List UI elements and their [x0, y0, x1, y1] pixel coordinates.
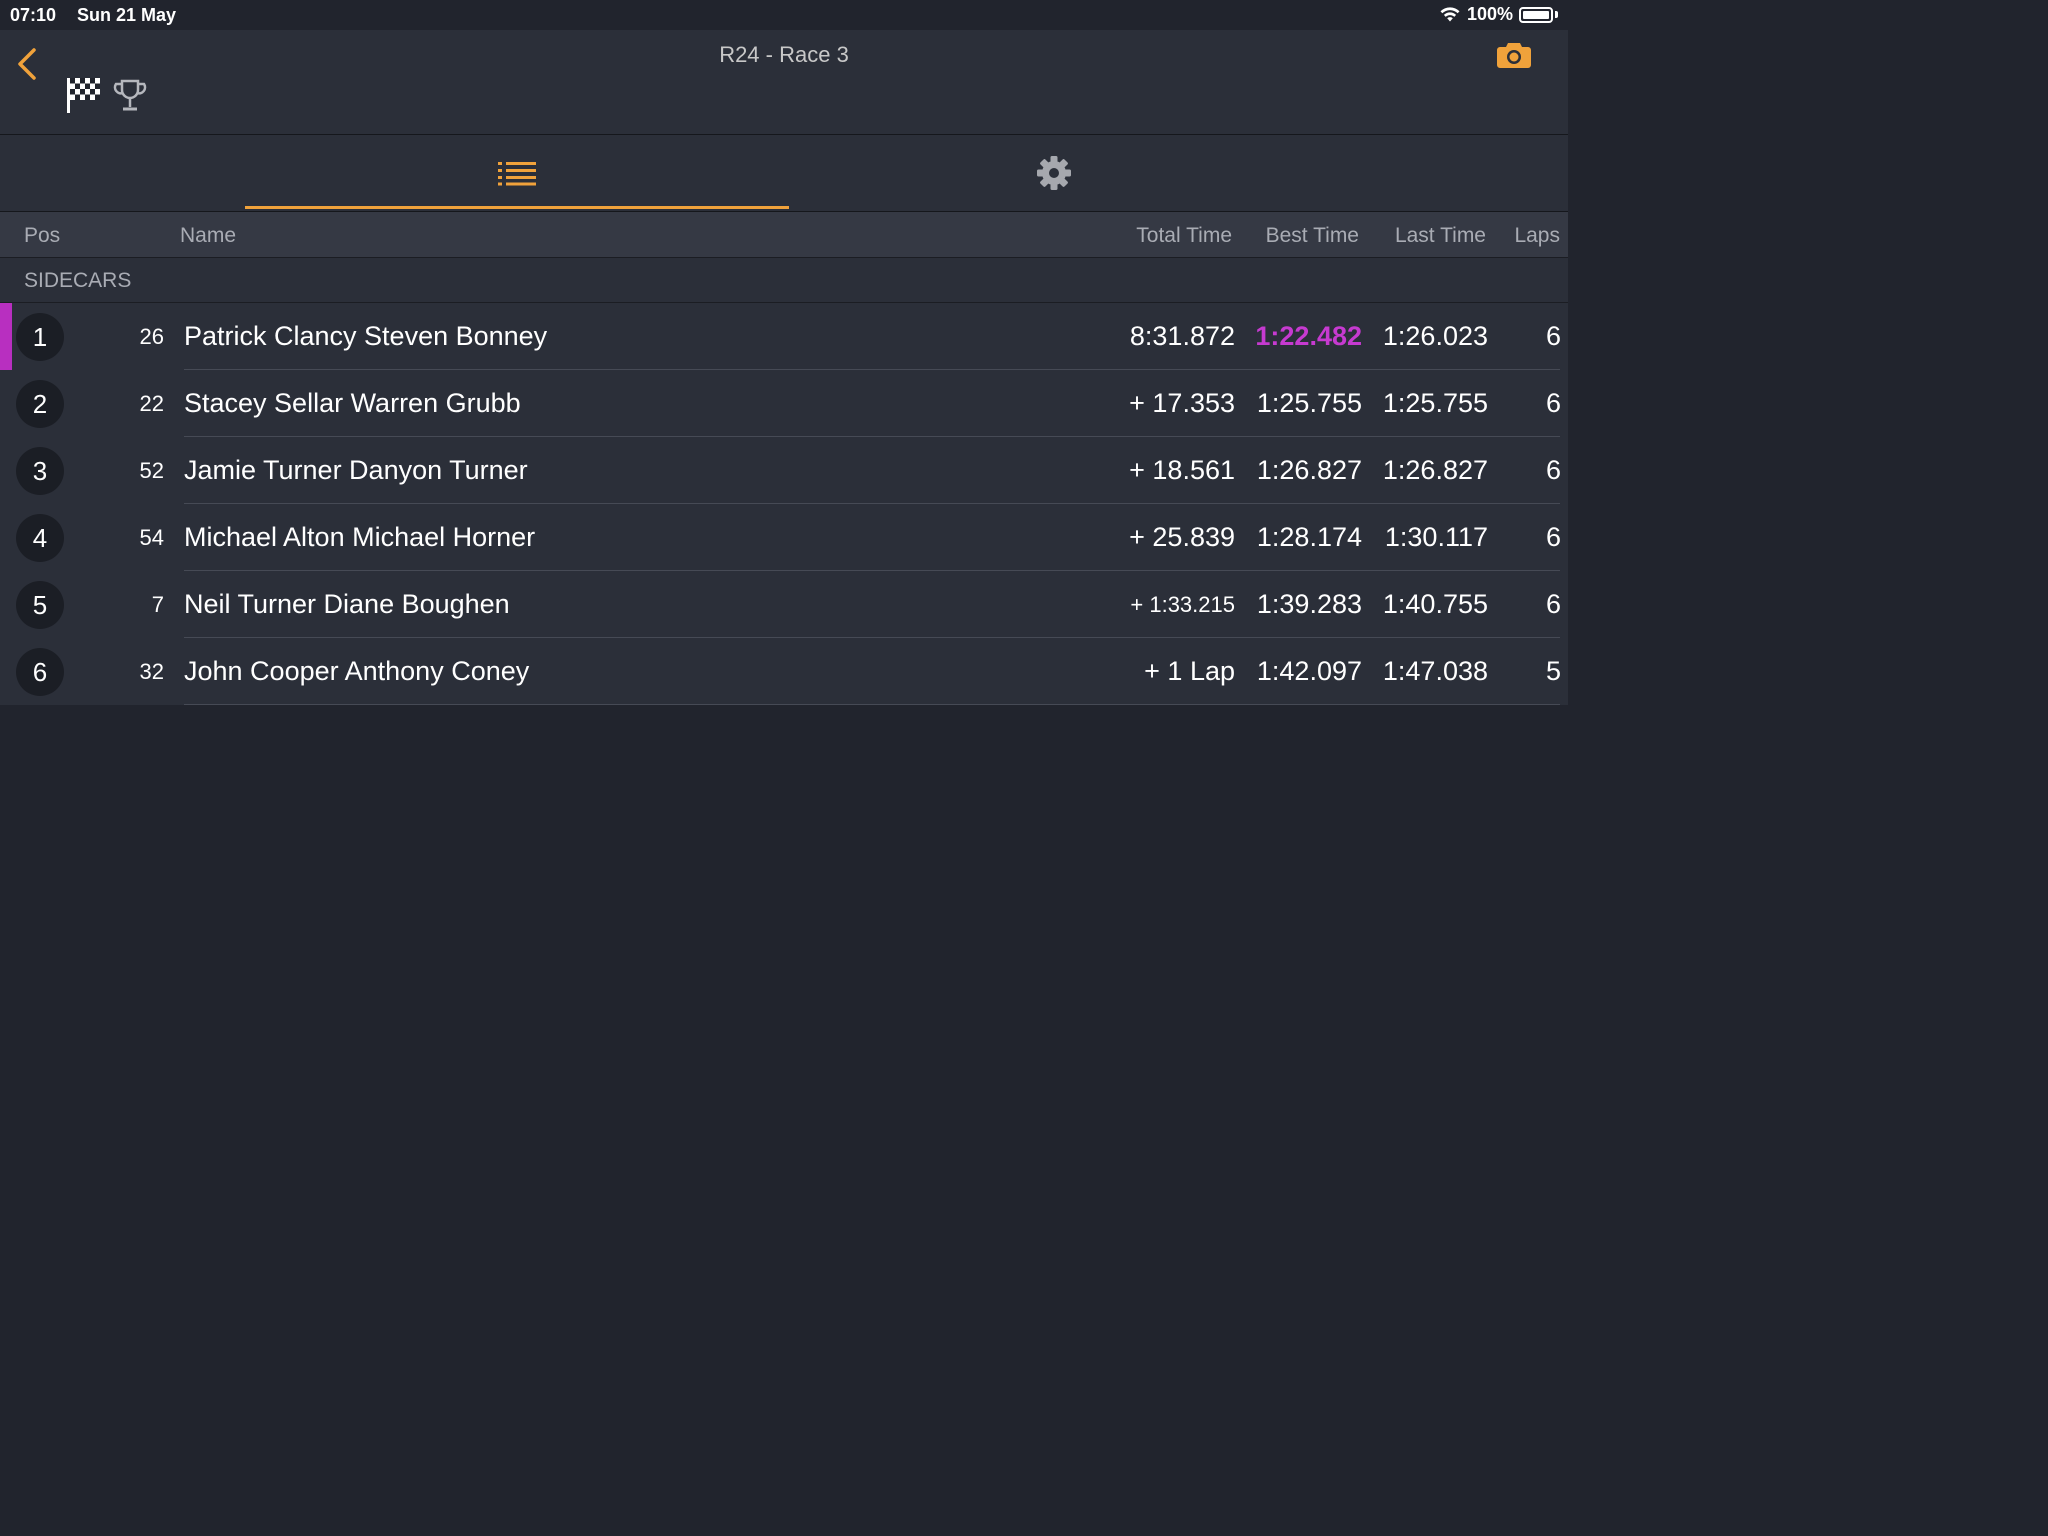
best-time: 1:39.283 — [1256, 589, 1362, 619]
rider-names: Michael Alton Michael Horner — [184, 522, 536, 552]
rider-names: John Cooper Anthony Coney — [184, 656, 530, 686]
laps-count: 6 — [1545, 589, 1561, 619]
last-time: 1:40.755 — [1382, 589, 1488, 619]
race-number: 26 — [139, 324, 164, 349]
tab-results-list[interactable] — [245, 135, 789, 211]
position-badge: 2 — [16, 380, 64, 428]
last-time: 1:30.117 — [1384, 522, 1488, 552]
active-tab-indicator — [245, 206, 789, 209]
camera-icon[interactable] — [1496, 40, 1532, 70]
rider-names: Jamie Turner Danyon Turner — [184, 455, 528, 485]
rider-names: Neil Turner Diane Boughen — [184, 589, 510, 619]
laps-count: 6 — [1545, 321, 1561, 351]
rider-names: Stacey Sellar Warren Grubb — [184, 388, 521, 418]
position-badge: 6 — [16, 648, 64, 696]
back-button[interactable] — [14, 44, 44, 84]
column-header-row: Pos Name Total Time Best Time Last Time … — [0, 212, 1568, 258]
trophy-icon[interactable] — [113, 78, 147, 114]
row-divider — [184, 570, 1560, 571]
wifi-icon — [1440, 7, 1460, 22]
checkered-flag-icon[interactable] — [66, 76, 102, 114]
last-time: 1:26.827 — [1382, 455, 1488, 485]
column-header-total-time[interactable]: Total Time — [1136, 224, 1232, 247]
race-number: 52 — [139, 458, 164, 483]
table-row[interactable]: 2 22 Stacey Sellar Warren Grubb + 17.353… — [0, 370, 1568, 437]
class-group-label: SIDECARS — [24, 269, 132, 292]
row-divider — [184, 369, 1560, 370]
total-time: + 18.561 — [1129, 455, 1235, 485]
battery-icon — [1519, 6, 1553, 23]
results-table: 1 26 Patrick Clancy Steven Bonney 8:31.8… — [0, 303, 1568, 705]
status-time: 07:10 — [10, 5, 57, 25]
table-row[interactable]: 3 52 Jamie Turner Danyon Turner + 18.561… — [0, 437, 1568, 504]
position-badge: 1 — [16, 313, 64, 361]
laps-count: 6 — [1545, 388, 1561, 418]
column-header-last-time[interactable]: Last Time — [1394, 224, 1486, 247]
nav-header: R24 - Race 3 — [0, 30, 1568, 135]
total-time: 8:31.872 — [1129, 321, 1235, 351]
table-row[interactable]: 4 54 Michael Alton Michael Horner + 25.8… — [0, 504, 1568, 571]
back-chevron-icon — [18, 48, 36, 80]
status-bar: 07:10 Sun 21 May 100% — [0, 0, 1568, 30]
leader-indicator — [0, 303, 12, 370]
total-time: + 25.839 — [1129, 522, 1235, 552]
position-badge: 4 — [16, 514, 64, 562]
position-badge: 3 — [16, 447, 64, 495]
row-divider — [184, 436, 1560, 437]
column-header-pos[interactable]: Pos — [24, 224, 61, 247]
tab-bar — [0, 135, 1568, 212]
table-row[interactable]: 5 7 Neil Turner Diane Boughen + 1:33.215… — [0, 571, 1568, 638]
row-divider — [184, 637, 1560, 638]
column-header-name[interactable]: Name — [180, 224, 237, 247]
row-divider — [184, 503, 1560, 504]
best-time-fastest: 1:22.482 — [1255, 321, 1362, 351]
best-time: 1:26.827 — [1256, 455, 1362, 485]
race-number: 22 — [139, 391, 164, 416]
laps-count: 6 — [1545, 455, 1561, 485]
column-header-laps[interactable]: Laps — [1514, 224, 1560, 247]
status-date: Sun 21 May — [77, 5, 177, 25]
tab-settings[interactable] — [789, 135, 1319, 211]
last-time: 1:25.755 — [1382, 388, 1488, 418]
total-time: + 1:33.215 — [1130, 592, 1235, 617]
gear-icon — [1037, 156, 1071, 190]
last-time: 1:26.023 — [1382, 321, 1488, 351]
race-number: 54 — [139, 525, 164, 550]
best-time: 1:28.174 — [1256, 522, 1362, 552]
column-header-best-time[interactable]: Best Time — [1265, 224, 1359, 247]
total-time: + 1 Lap — [1144, 656, 1235, 686]
list-icon — [498, 162, 536, 186]
status-right: 100% — [1439, 4, 1558, 25]
position-badge: 5 — [16, 581, 64, 629]
best-time: 1:25.755 — [1256, 388, 1362, 418]
battery-cap — [1555, 11, 1558, 18]
table-row[interactable]: 6 32 John Cooper Anthony Coney + 1 Lap 1… — [0, 638, 1568, 705]
last-time: 1:47.038 — [1382, 656, 1488, 686]
row-divider — [184, 704, 1560, 705]
laps-count: 6 — [1545, 522, 1561, 552]
total-time: + 17.353 — [1129, 388, 1235, 418]
rider-names: Patrick Clancy Steven Bonney — [184, 321, 548, 351]
table-row[interactable]: 1 26 Patrick Clancy Steven Bonney 8:31.8… — [0, 303, 1568, 370]
race-number: 7 — [151, 592, 164, 617]
best-time: 1:42.097 — [1256, 656, 1362, 686]
page-title: R24 - Race 3 — [719, 42, 849, 67]
laps-count: 5 — [1545, 656, 1561, 686]
race-number: 32 — [139, 659, 164, 684]
class-group-header: SIDECARS — [0, 258, 1568, 303]
battery-percent: 100% — [1466, 4, 1513, 24]
